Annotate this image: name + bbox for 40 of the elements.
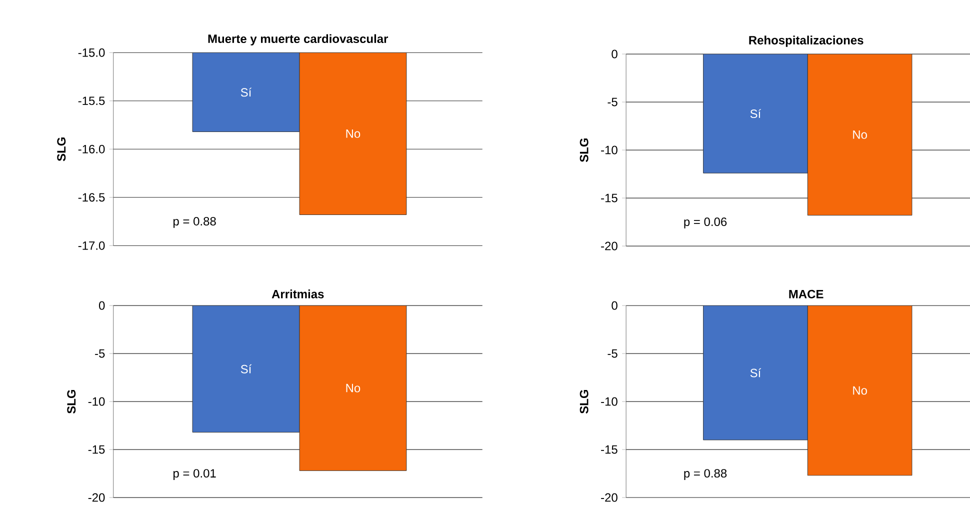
x-tick-label: No bbox=[346, 384, 360, 392]
y-axis-title: SLG bbox=[580, 390, 588, 414]
y-tick-label: -20 bbox=[88, 493, 105, 502]
x-tick-label: Sí bbox=[240, 88, 252, 97]
y-tick-label: -15 bbox=[601, 445, 618, 454]
y-tick-label: 0 bbox=[612, 301, 618, 310]
annotation: p = 0.06 bbox=[684, 218, 727, 228]
y-tick-label: -5 bbox=[608, 98, 618, 106]
y-tick-label: -17.0 bbox=[78, 241, 105, 250]
x-tick-label: Sí bbox=[750, 368, 762, 378]
annotation: p = 0.88 bbox=[684, 469, 727, 480]
y-tick-label: -15.0 bbox=[78, 48, 105, 57]
y-tick-label: -5 bbox=[608, 349, 618, 358]
y-tick-label: -10 bbox=[601, 397, 618, 406]
x-tick-label: No bbox=[853, 386, 867, 395]
chart-title: Rehospitalizaciones bbox=[749, 36, 864, 47]
x-tick-label: Sí bbox=[750, 109, 762, 118]
y-tick-label: 0 bbox=[612, 50, 618, 58]
x-tick-label: Sí bbox=[240, 364, 252, 374]
chart-title: Muerte y muerte cardiovascular bbox=[208, 34, 388, 46]
y-tick-label: 0 bbox=[98, 301, 105, 310]
y-tick-label: -16.0 bbox=[78, 144, 105, 154]
y-tick-label: -16.5 bbox=[78, 193, 105, 202]
x-tick-label: No bbox=[346, 129, 360, 138]
y-tick-label: -15 bbox=[601, 194, 618, 202]
y-tick-label: -10 bbox=[88, 397, 105, 406]
chart-title: MACE bbox=[789, 290, 824, 298]
y-axis-title: SLG bbox=[57, 138, 66, 162]
annotation: p = 0.01 bbox=[173, 469, 216, 480]
annotation: p = 0.88 bbox=[173, 217, 216, 228]
y-tick-label: -15 bbox=[88, 445, 105, 454]
chart-title: Arritmias bbox=[272, 290, 324, 298]
y-tick-label: -20 bbox=[601, 493, 618, 502]
y-tick-label: -10 bbox=[601, 146, 618, 154]
x-tick-label: No bbox=[853, 130, 867, 139]
y-tick-label: -20 bbox=[601, 242, 618, 250]
y-axis-title: SLG bbox=[580, 138, 588, 162]
y-tick-label: -5 bbox=[95, 349, 105, 358]
y-axis-title: SLG bbox=[67, 390, 76, 414]
y-tick-label: -15.5 bbox=[78, 96, 105, 106]
